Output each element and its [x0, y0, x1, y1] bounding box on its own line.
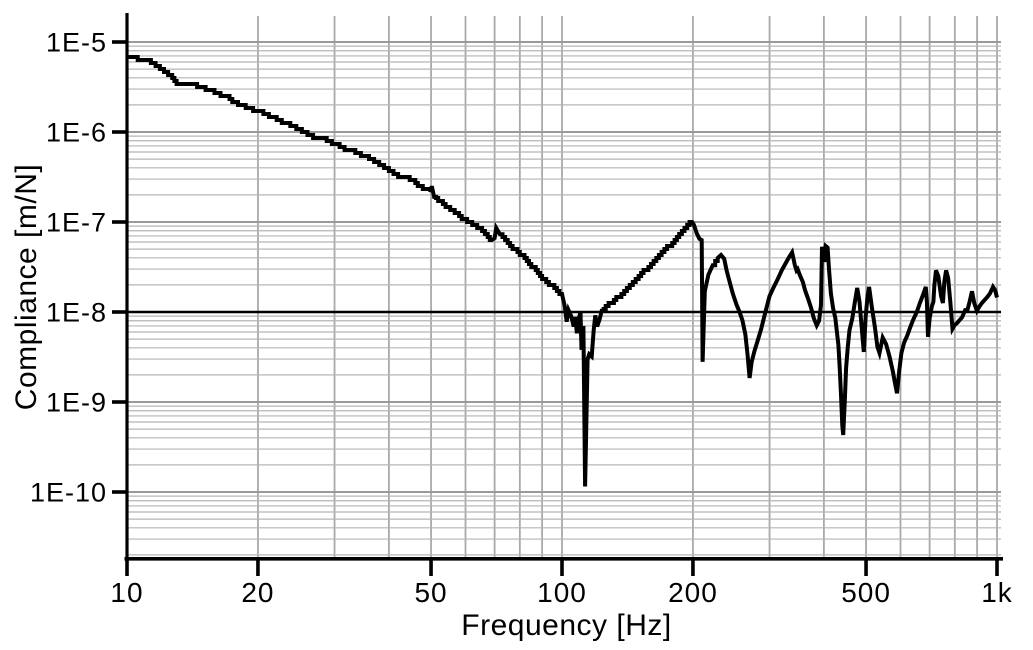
- curve-group: [127, 55, 999, 487]
- x-tick-label: 50: [414, 577, 447, 608]
- y-axis-title: Compliance [m/N]: [10, 163, 43, 411]
- axes: [124, 13, 1003, 561]
- tick-labels: 1E-5 1E-6 1E-7 1E-8 1E-9 1E-10 10 20 50 100 200 500…: [30, 28, 1013, 609]
- x-tick-label: 200: [668, 577, 718, 608]
- y-tick-label: 1E-6: [46, 118, 107, 148]
- x-tick-label: 1k: [981, 577, 1013, 608]
- x-tick-label: 100: [537, 577, 587, 608]
- y-tick-label: 1E-10: [30, 478, 107, 508]
- y-tick-label: 1E-9: [46, 388, 107, 418]
- y-tick-label: 1E-8: [46, 298, 107, 328]
- x-tick-label: 500: [841, 577, 891, 608]
- y-tick-label: 1E-5: [46, 28, 107, 58]
- tick-marks: [112, 40, 999, 576]
- x-tick-label: 10: [110, 577, 143, 608]
- y-tick-label: 1E-7: [46, 208, 107, 238]
- x-tick-label: 20: [241, 577, 274, 608]
- compliance-curve: [127, 55, 999, 487]
- x-axis-title: Frequency [Hz]: [461, 609, 672, 642]
- vertical-gridlines: [257, 16, 998, 557]
